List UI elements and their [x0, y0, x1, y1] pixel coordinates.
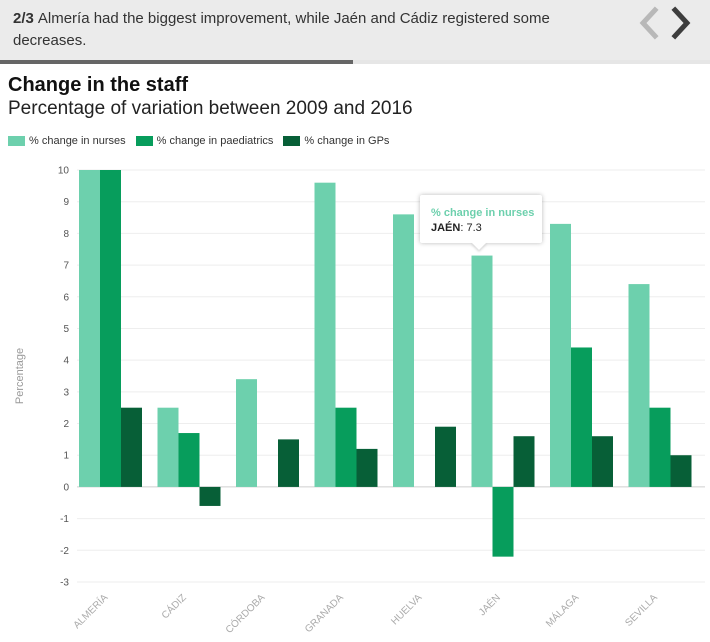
bar[interactable]: [571, 347, 592, 487]
story-step-bar: 2/3 Almería had the biggest improvement, …: [0, 0, 710, 60]
tooltip-pointer: [471, 242, 487, 250]
y-tick-label: 1: [63, 451, 69, 462]
bar[interactable]: [178, 433, 200, 487]
y-tick-label: 7: [63, 261, 69, 272]
x-axis-ticks: ALMERÍA CÁDIZ CÓRDOBA GRANADA HUELVA JAÉN MÁLA…: [70, 591, 660, 636]
y-tick-label: 9: [63, 197, 69, 208]
y-tick-label: 4: [63, 356, 69, 367]
y-tick-label: 0: [63, 482, 69, 493]
chart-subtitle: Percentage of variation between 2009 and…: [8, 98, 413, 119]
y-tick-label: -3: [60, 578, 69, 589]
bar[interactable]: [157, 407, 179, 487]
y-tick-label: 3: [63, 387, 69, 398]
step-counter: 2/3: [13, 10, 34, 27]
chevron-left-icon: [639, 6, 659, 40]
bar[interactable]: [356, 448, 378, 487]
x-tick-label: ALMERÍA: [70, 591, 110, 631]
bar[interactable]: [199, 486, 221, 506]
bar[interactable]: [236, 379, 257, 487]
y-tick-label: -2: [60, 546, 69, 557]
bar[interactable]: [314, 182, 336, 487]
bar[interactable]: [79, 170, 100, 487]
next-step-button[interactable]: [668, 6, 694, 40]
chart-legend: % change in nurses % change in paediatri…: [8, 135, 389, 147]
bar[interactable]: [513, 436, 535, 487]
legend-swatch-gps: [283, 136, 301, 146]
story-progress-bar: [0, 60, 710, 64]
legend-swatch-paediatrics: [135, 136, 153, 146]
legend-label-nurses: % change in nurses: [29, 135, 126, 147]
legend-item-gps[interactable]: % change in GPs: [283, 135, 389, 147]
legend-label-gps: % change in GPs: [304, 135, 390, 147]
bar[interactable]: [393, 214, 414, 487]
y-tick-label: 5: [63, 324, 69, 335]
y-tick-label: 8: [63, 229, 69, 240]
chevron-right-icon: [671, 6, 691, 40]
x-tick-label: HUELVA: [389, 592, 424, 627]
bar[interactable]: [492, 486, 514, 557]
bar[interactable]: [121, 407, 142, 487]
y-tick-label: -1: [60, 514, 69, 525]
y-tick-label: 2: [63, 419, 69, 430]
bar[interactable]: [592, 436, 613, 487]
tooltip-series-name: % change in nurses: [431, 207, 535, 219]
tooltip-category: JAÉN: [431, 222, 461, 234]
legend-swatch-nurses: [8, 136, 25, 146]
legend-item-paediatrics[interactable]: % change in paediatrics: [135, 135, 274, 147]
x-tick-label: CÓRDOBA: [222, 591, 267, 636]
tooltip-value-line: JAÉN: 7.3: [431, 222, 482, 234]
x-tick-label: MÁLAGA: [543, 591, 582, 630]
bar[interactable]: [471, 255, 493, 487]
step-text: Almería had the biggest improvement, whi…: [13, 10, 550, 49]
tooltip-value: 7.3: [466, 222, 482, 234]
x-tick-label: JAÉN: [476, 591, 503, 618]
bar[interactable]: [628, 284, 650, 487]
bar[interactable]: [550, 223, 571, 487]
bar[interactable]: [435, 426, 456, 487]
previous-step-button[interactable]: [636, 6, 662, 40]
bar[interactable]: [335, 407, 357, 487]
legend-item-nurses[interactable]: % change in nurses: [8, 135, 126, 147]
y-axis-label: Percentage: [14, 348, 26, 404]
bar[interactable]: [278, 439, 299, 487]
x-tick-label: CÁDIZ: [158, 591, 188, 621]
y-tick-label: 6: [63, 292, 69, 303]
bar[interactable]: [100, 170, 121, 487]
tooltip-separator: :: [460, 222, 467, 234]
chart-title: Change in the staff: [8, 74, 189, 96]
step-caption: 2/3 Almería had the biggest improvement, …: [13, 8, 603, 52]
y-tick-label: 10: [58, 166, 70, 177]
legend-label-paediatrics: % change in paediatrics: [156, 135, 274, 147]
story-progress-fill: [0, 60, 353, 64]
chart-bars: [79, 170, 692, 557]
x-tick-label: GRANADA: [303, 592, 346, 635]
chart-gridlines: [77, 169, 705, 583]
bar[interactable]: [670, 455, 692, 487]
bar[interactable]: [649, 407, 671, 487]
chart-tooltip: % change in nurses JAÉN: 7.3: [420, 195, 542, 243]
x-tick-label: SEVILLA: [623, 592, 660, 629]
